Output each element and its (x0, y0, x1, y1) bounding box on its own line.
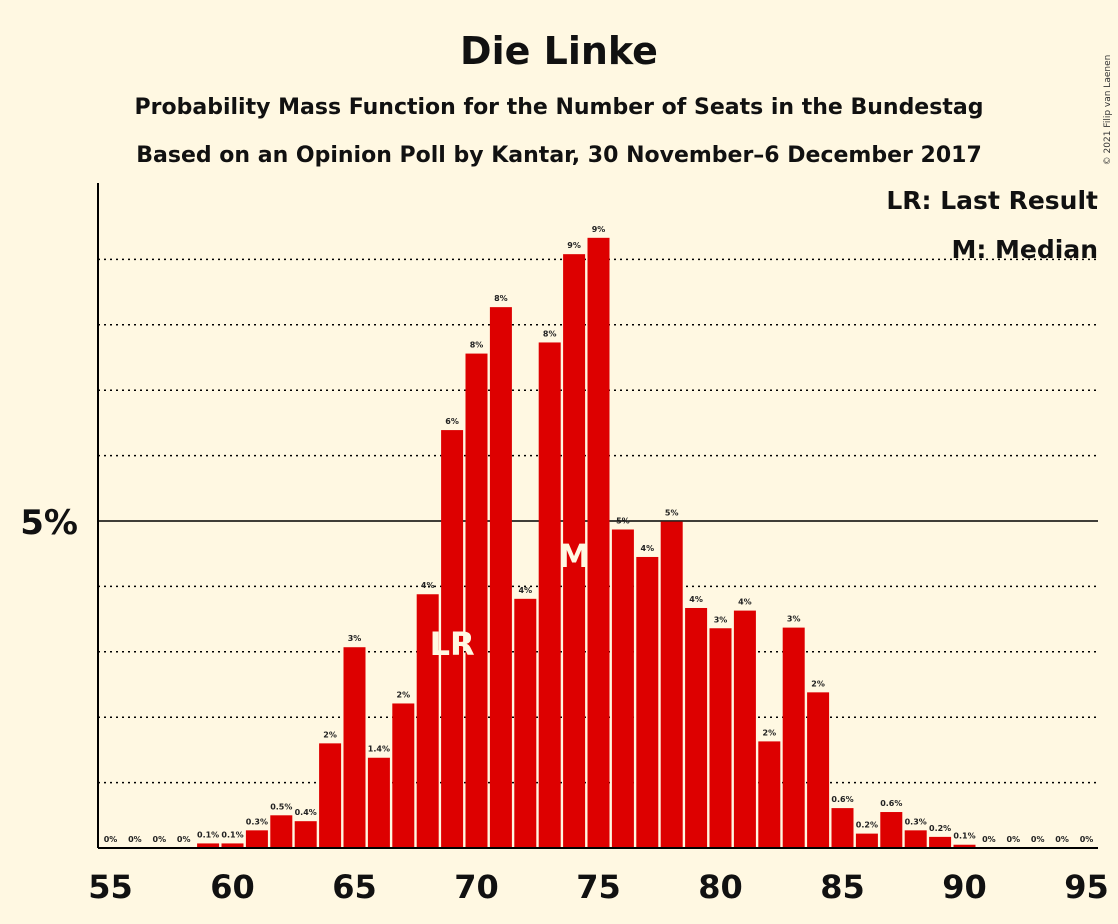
x-tick-label: 60 (210, 868, 255, 906)
data-label: 8% (543, 329, 557, 338)
data-label: 0% (153, 835, 167, 844)
data-label: 0% (1007, 835, 1021, 844)
bar (245, 830, 268, 848)
bar (953, 844, 976, 848)
bar (758, 741, 781, 848)
data-label: 4% (519, 586, 533, 595)
data-label: 0% (1055, 835, 1069, 844)
copyright-notice: © 2021 Filip van Laenen (1103, 55, 1113, 166)
data-label: 0.1% (197, 830, 219, 839)
x-tick-label: 65 (332, 868, 377, 906)
data-label: 3% (348, 634, 362, 643)
data-label: 0.1% (221, 830, 243, 839)
data-label: 0.5% (270, 802, 292, 811)
data-label: 1.4% (368, 745, 390, 754)
chart-subtitle-source: Based on an Opinion Poll by Kantar, 30 N… (136, 143, 982, 168)
data-label: 3% (787, 615, 801, 624)
bar (343, 647, 366, 848)
bar (782, 627, 805, 848)
bar (514, 598, 537, 848)
data-label: 4% (641, 544, 655, 553)
bar (733, 610, 756, 848)
x-tick-label: 75 (576, 868, 621, 906)
bars: 0% 0% 0% 0%0.1% 0.1%0.3%0.5%0.4%2%3%1.4%2%4%… (104, 225, 1094, 849)
data-label: 9% (567, 241, 581, 250)
bar (538, 342, 561, 848)
data-label: 0.4% (295, 808, 317, 817)
bar (270, 815, 293, 848)
bar (392, 703, 415, 848)
y-tick-label: 5% (20, 503, 78, 543)
x-tick-label: 95 (1064, 868, 1109, 906)
data-label: 8% (494, 294, 508, 303)
data-label: 2% (323, 730, 337, 739)
data-label: 0% (1080, 835, 1094, 844)
legend-last-result: LR: Last Result (886, 186, 1098, 215)
data-label: 2% (763, 728, 777, 737)
data-label: 6% (445, 417, 459, 426)
x-tick-label: 80 (698, 868, 743, 906)
bar (563, 254, 586, 849)
data-label: 0.2% (929, 824, 951, 833)
bar (465, 353, 488, 848)
chart-title: Die Linke (460, 29, 658, 73)
data-label: 0% (128, 835, 142, 844)
x-tick-label: 70 (454, 868, 499, 906)
data-label: 3% (714, 615, 728, 624)
data-label: 9% (592, 225, 606, 234)
bar (441, 430, 464, 848)
bar (197, 843, 220, 848)
data-label: 0.3% (246, 817, 268, 826)
data-label: 0.3% (905, 817, 927, 826)
data-label: 0% (1031, 835, 1045, 844)
bar (904, 830, 927, 848)
bar (709, 628, 732, 848)
x-tick-label: 90 (942, 868, 987, 906)
median-marker: M (558, 537, 590, 575)
bar (587, 237, 610, 848)
data-label: 2% (397, 690, 411, 699)
data-label: 0.1% (953, 832, 975, 841)
data-label: 0.2% (856, 821, 878, 830)
bar (367, 757, 390, 848)
data-label: 0% (177, 835, 191, 844)
bar (660, 521, 683, 848)
data-label: 0% (104, 835, 118, 844)
bar (221, 843, 244, 848)
data-label: 8% (470, 341, 484, 350)
last-result-marker: LR (430, 625, 475, 663)
bar (294, 821, 317, 848)
data-label: 2% (811, 679, 825, 688)
bar (831, 808, 854, 848)
bar (416, 594, 439, 848)
bar (489, 307, 512, 849)
bar (929, 836, 952, 848)
data-label: 5% (665, 509, 679, 518)
data-label: 0.6% (831, 795, 853, 804)
bar (636, 556, 659, 848)
data-label: 4% (421, 581, 435, 590)
bar (807, 692, 830, 848)
bar (880, 812, 903, 848)
data-label: 0.6% (880, 799, 902, 808)
axes: 55 60 65 70 75 80 85 90 95 5% (20, 183, 1109, 906)
data-label: 5% (616, 517, 630, 526)
data-label: 0% (982, 835, 996, 844)
data-label: 4% (738, 598, 752, 607)
chart-subtitle: Probability Mass Function for the Number… (135, 95, 984, 120)
bar (685, 607, 708, 848)
x-tick-label: 85 (820, 868, 865, 906)
bar (319, 743, 342, 848)
bar (855, 833, 878, 848)
bar (611, 529, 634, 848)
data-label: 4% (689, 595, 703, 604)
x-tick-label: 55 (88, 868, 133, 906)
